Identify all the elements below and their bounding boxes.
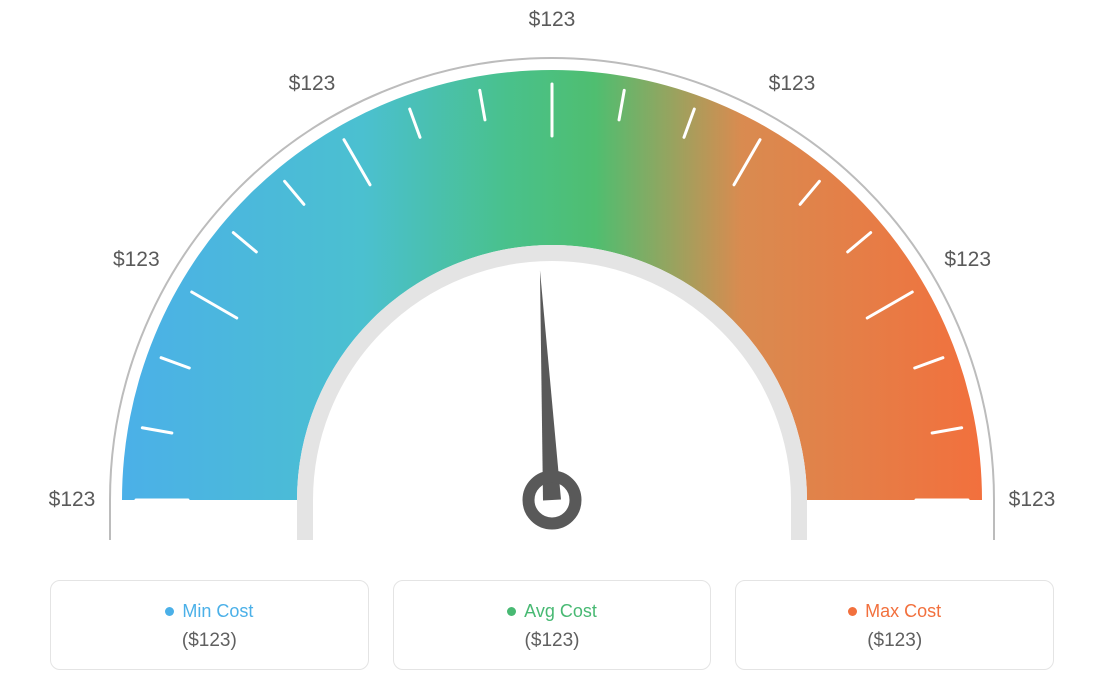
- legend-label-max: Max Cost: [865, 601, 941, 622]
- legend-value-avg: ($123): [525, 630, 580, 652]
- gauge-scale-label: $123: [769, 72, 816, 96]
- legend-value-max: ($123): [867, 630, 922, 652]
- gauge-chart: $123 $123 $123 $123 $123 $123 $123: [0, 0, 1104, 560]
- gauge-scale-label: $123: [113, 248, 160, 272]
- gauge-scale-label: $123: [529, 8, 576, 32]
- legend-title-max: Max Cost: [848, 601, 941, 622]
- legend-title-avg: Avg Cost: [507, 601, 597, 622]
- gauge-svg: [0, 0, 1104, 560]
- legend-dot-avg: [507, 607, 516, 616]
- legend-dot-max: [848, 607, 857, 616]
- legend-card-max: Max Cost ($123): [735, 580, 1054, 670]
- legend-dot-min: [165, 607, 174, 616]
- gauge-needle: [540, 270, 561, 500]
- legend-row: Min Cost ($123) Avg Cost ($123) Max Cost…: [0, 560, 1104, 670]
- legend-card-min: Min Cost ($123): [50, 580, 369, 670]
- legend-title-min: Min Cost: [165, 601, 253, 622]
- legend-label-min: Min Cost: [182, 601, 253, 622]
- gauge-scale-label: $123: [289, 72, 336, 96]
- gauge-scale-label: $123: [1009, 488, 1056, 512]
- legend-card-avg: Avg Cost ($123): [393, 580, 712, 670]
- legend-value-min: ($123): [182, 630, 237, 652]
- legend-label-avg: Avg Cost: [524, 601, 597, 622]
- gauge-scale-label: $123: [944, 248, 991, 272]
- gauge-scale-label: $123: [49, 488, 96, 512]
